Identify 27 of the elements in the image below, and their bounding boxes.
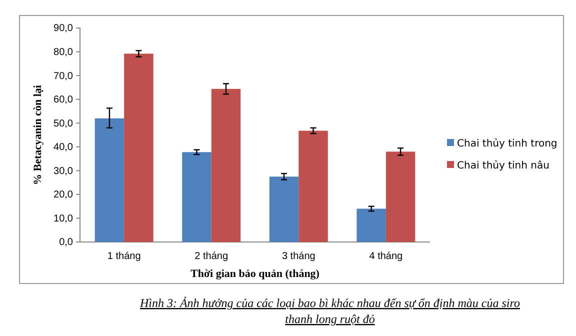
legend-label: Chai thủy tinh trong <box>457 138 558 150</box>
y-tick-label: 40,0 <box>54 142 74 154</box>
x-axis-title: Thời gian bảo quản (tháng) <box>190 268 320 280</box>
y-axis-title: % Betacyanin còn lại <box>32 85 44 185</box>
y-tick-label: 20,0 <box>54 190 74 201</box>
x-tick-label: 2 tháng <box>194 251 228 262</box>
x-tick-label: 1 tháng <box>107 251 141 262</box>
y-tick-label: 10,0 <box>54 213 74 224</box>
legend-label: Chai thủy tinh nâu <box>457 160 550 172</box>
bar <box>386 152 416 242</box>
bar <box>211 88 241 242</box>
y-tick-label: 0,0 <box>59 237 74 248</box>
y-tick-label: 60,0 <box>54 94 74 106</box>
text: Hình 3: Ảnh hưởng của các loại bao bì khác nhau đến sự ổn định màu của siro thanh long ruột đỏ <box>138 296 520 326</box>
bar <box>182 152 212 242</box>
bar <box>124 54 154 242</box>
x-tick-label: 4 tháng <box>369 251 403 262</box>
y-tick-label: 70,0 <box>54 70 74 82</box>
bar <box>356 208 386 242</box>
y-tick-label: 50,0 <box>54 118 74 130</box>
y-tick-label: 90,0 <box>54 23 74 34</box>
y-tick-label: 30,0 <box>54 166 74 177</box>
bar <box>298 130 328 242</box>
x-tick-label: 3 tháng <box>282 251 316 262</box>
bar <box>269 176 299 242</box>
y-tick-label: 80,0 <box>54 46 74 58</box>
bar <box>94 118 124 242</box>
